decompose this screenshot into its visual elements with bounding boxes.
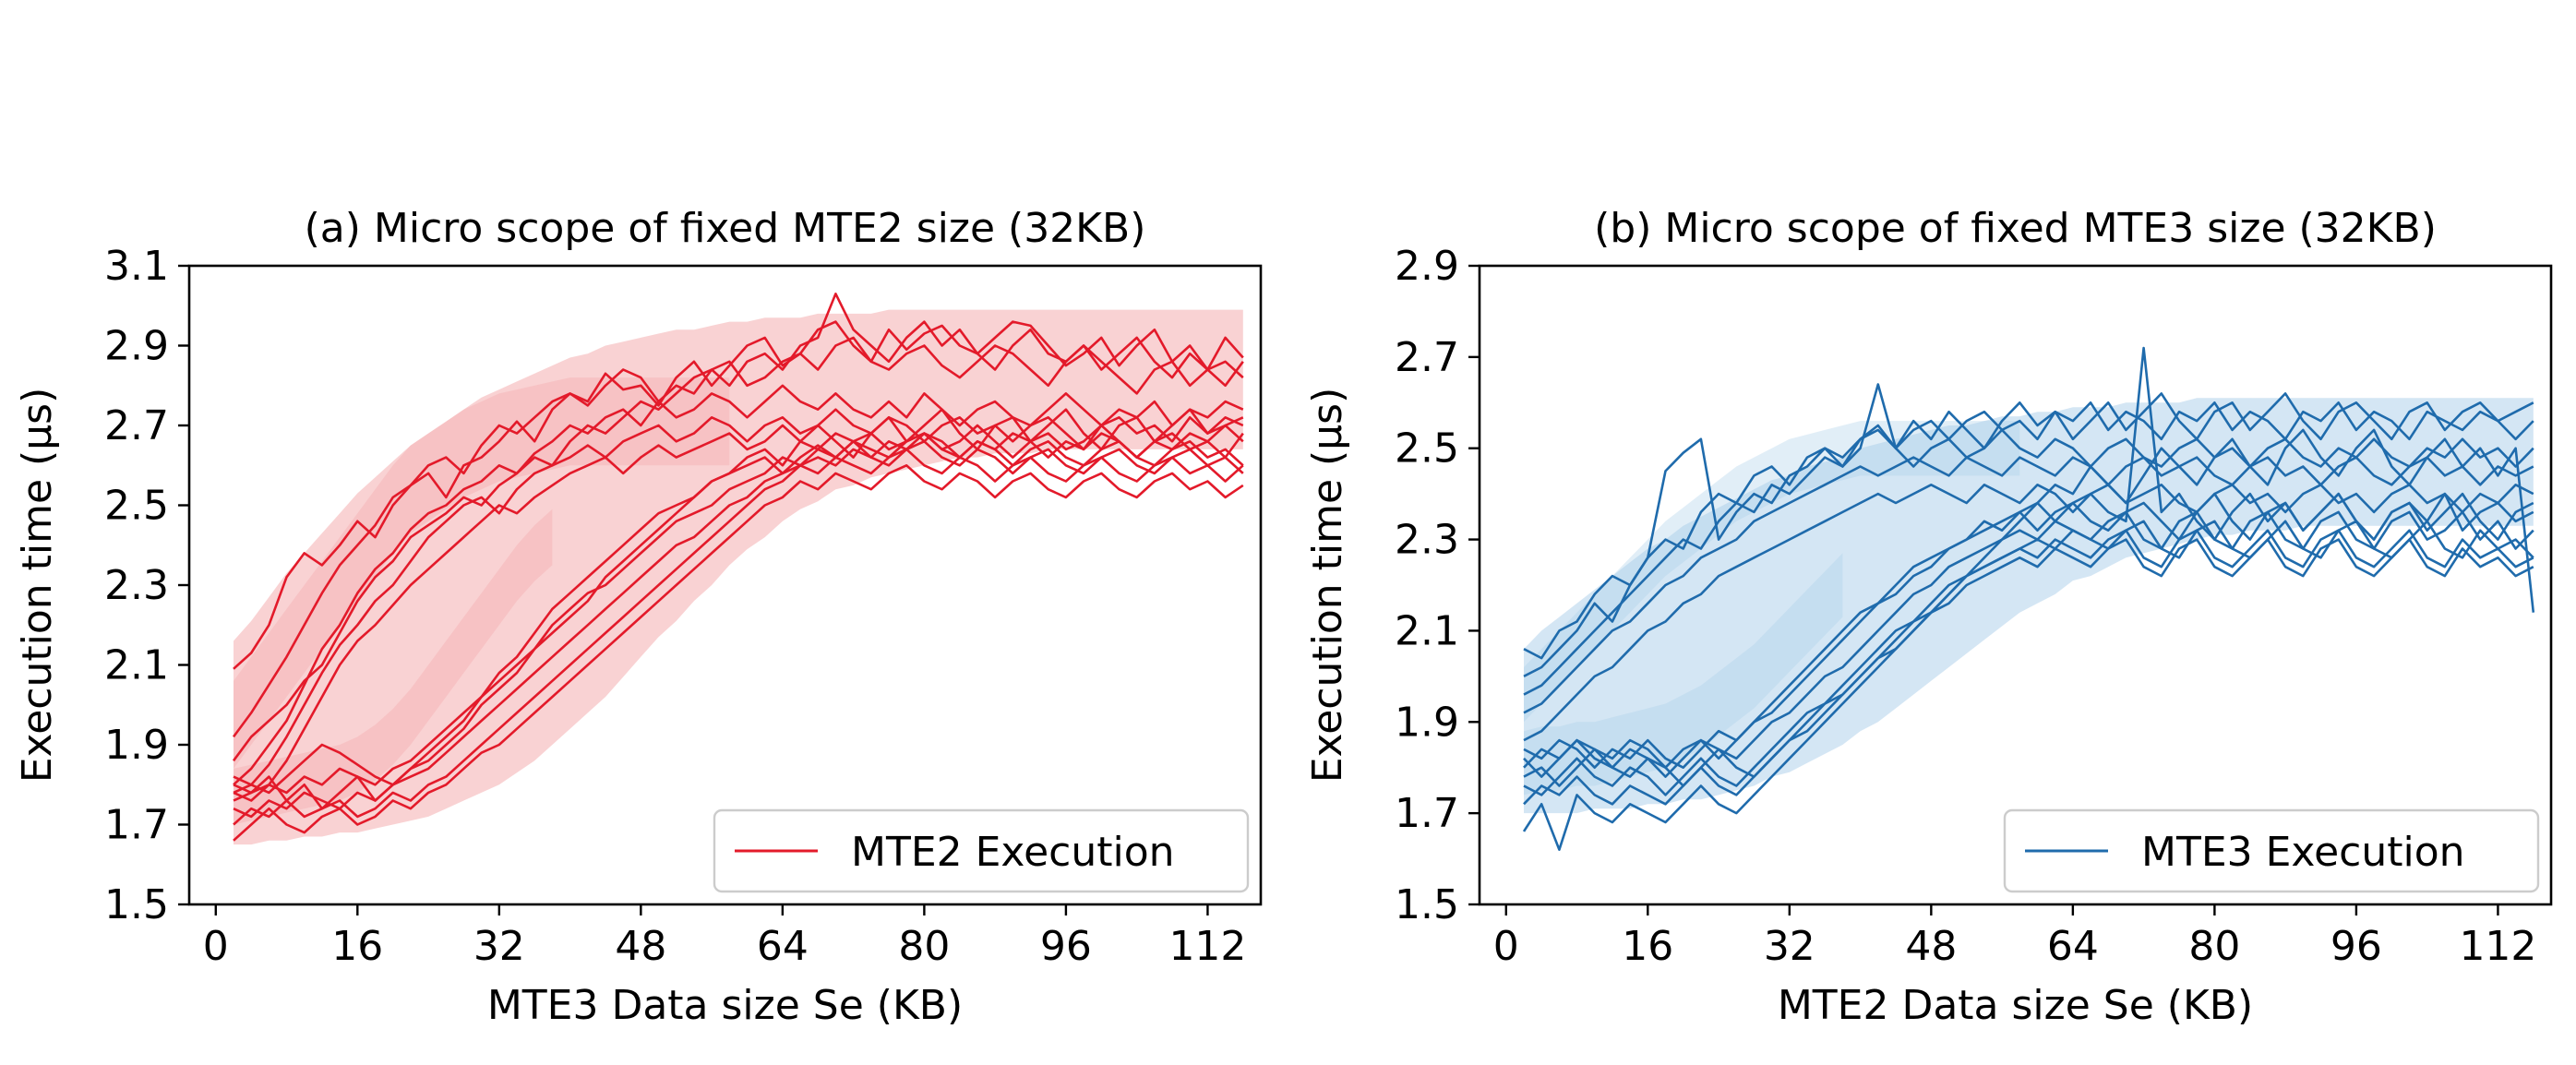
series-line [232,292,1244,762]
y-tick-label: 1.9 [104,722,169,769]
series-line [233,448,1244,826]
x-tick-label: 32 [1764,923,1815,970]
x-axis-label: MTE2 Data size Se (KB) [1778,982,2253,1029]
variability-band [234,309,1243,845]
series-line [233,463,1244,842]
series-line [1523,483,2534,742]
x-tick-label: 32 [473,923,525,970]
series-line [1523,392,2534,660]
x-axis-label: MTE3 Data size Se (KB) [487,982,963,1029]
series-line [233,439,1244,819]
series-line [233,320,1244,670]
y-tick-label: 2.1 [104,642,169,689]
legend-label: MTE3 Execution [2141,829,2465,876]
y-tick-label: 2.9 [1395,243,1459,290]
y-tick-label: 2.7 [104,402,169,449]
y-tick-label: 1.5 [1395,881,1459,928]
series-line [1523,529,2534,796]
variability-band [1524,421,2020,723]
x-tick-label: 96 [2330,923,2382,970]
x-tick-label: 16 [331,923,383,970]
x-tick-label: 112 [2459,923,2536,970]
x-tick-label: 64 [757,923,809,970]
x-tick-label: 80 [898,923,950,970]
series-line [1523,383,2534,696]
chart-panel-b: 0 16 32 48 64 80 96 112 1.5 1.7 1.9 2.1 2.3 2.5 2.7 2.9… [1304,205,2553,1029]
y-tick-label: 1.5 [104,881,169,928]
y-tick-label: 2.5 [104,483,169,530]
series-line [1523,538,2534,806]
variability-band [1524,553,1843,796]
series-line [233,408,1244,795]
legend: MTE3 Execution [2003,808,2540,893]
x-tick-label: 0 [1493,923,1519,970]
x-tick-label: 96 [1040,923,1092,970]
series-line [1523,510,2534,778]
series-line [233,384,1244,786]
x-tick-label: 64 [2047,923,2099,970]
x-tick-label: 0 [203,923,229,970]
y-tick-label: 3.1 [104,243,169,290]
y-tick-label: 1.7 [104,802,169,849]
variability-band [234,509,553,825]
x-tick-label: 16 [1622,923,1673,970]
chart-title: (b) Micro scope of fixed MTE3 size (32KB… [1594,205,2437,252]
legend-box [713,808,1250,893]
axes-frame [1478,264,2553,906]
y-tick-label: 2.3 [1395,517,1459,564]
y-tick-label: 2.3 [104,562,169,609]
legend-label: MTE2 Execution [851,829,1175,876]
y-axis-label: Execution time (µs) [14,388,61,784]
y-tick-label: 2.5 [1395,425,1459,473]
y-tick-label: 2.1 [1395,607,1459,654]
series-line [1523,401,2534,678]
y-tick-label: 2.7 [1395,334,1459,381]
x-tick-label: 48 [1905,923,1957,970]
chart-title: (a) Micro scope of fixed MTE2 size (32KB… [305,205,1146,252]
series-line [1523,492,2534,770]
y-tick-label: 2.9 [104,323,169,370]
x-tick-label: 112 [1168,923,1246,970]
legend-box [2003,808,2540,893]
y-tick-label: 1.9 [1395,699,1459,746]
x-tick-label: 80 [2188,923,2240,970]
series-line [233,408,1244,810]
series-line [1523,456,2534,714]
series-line [233,432,1244,802]
chart-panel-a: 0 16 32 48 64 80 96 112 1.5 1.7 1.9 2.1 2.3 2.5 2.7 2.9… [14,205,1263,1029]
y-tick-label: 1.7 [1395,790,1459,837]
legend: MTE2 Execution [713,808,1250,893]
x-tick-label: 48 [615,923,666,970]
y-axis-label: Execution time (µs) [1304,388,1351,784]
series-line [1522,428,2535,852]
